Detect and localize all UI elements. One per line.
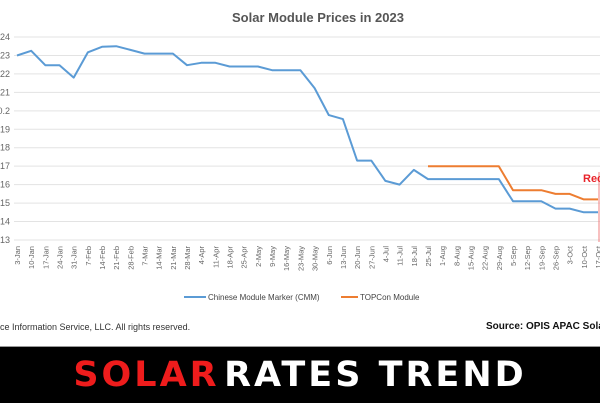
x-tick-label: 25-Jul: [424, 246, 433, 267]
x-tick-label: 8-Aug: [452, 246, 461, 266]
y-tick-label: 0.2: [0, 106, 10, 116]
x-tick-label: 3-Oct: [566, 245, 575, 264]
x-tick-label: 18-Apr: [226, 246, 235, 269]
x-tick-label: 14-Feb: [98, 246, 107, 270]
divider: [0, 346, 600, 347]
x-tick-label: 13-Jun: [339, 246, 348, 269]
y-tick-label: 0.17: [0, 161, 10, 171]
x-tick-label: 19-Sep: [537, 246, 546, 270]
x-tick-label: 23-May: [296, 246, 305, 271]
y-tick-label: 0.21: [0, 87, 10, 97]
banner-word-solar: SOLAR: [73, 355, 220, 395]
y-tick-label: 0.14: [0, 217, 10, 227]
banner-words-rates-trend: RATES TREND: [224, 355, 527, 395]
copyright-text: ce Information Service, LLC. All rights …: [0, 322, 191, 332]
x-tick-label: 24-Jan: [56, 246, 65, 269]
y-tick-label: 0.22: [0, 69, 10, 79]
series-line-cmm: [16, 45, 598, 214]
line-chart: Solar Module Prices in 2023 0.240.230.22…: [0, 10, 600, 302]
legend-label-topcon: TOPCon Module: [360, 293, 420, 302]
chart-title: Solar Module Prices in 2023: [232, 10, 404, 25]
legend: Chinese Module Marker (CMM) TOPCon Modul…: [184, 293, 420, 302]
x-tick-label: 5-Sep: [509, 246, 518, 266]
x-tick-label: 10-Jan: [27, 246, 36, 269]
y-tick-label: 0.13: [0, 235, 10, 245]
x-tick-label: 2-May: [254, 246, 263, 267]
x-tick-label: 25-Apr: [240, 246, 249, 269]
source-text: Source: OPIS APAC Solar W: [486, 321, 600, 332]
annotation-label: Rec: [583, 173, 600, 185]
y-tick-label: 0.18: [0, 143, 10, 153]
x-tick-label: 7-Mar: [141, 246, 150, 266]
x-tick-label: 15-Aug: [466, 246, 475, 270]
x-tick-label: 17-Jan: [41, 246, 50, 269]
y-tick-label: 0.24: [0, 32, 10, 42]
x-tick-label: 1-Aug: [438, 246, 447, 266]
x-tick-label: 18-Jul: [410, 246, 419, 267]
x-tick-label: 12-Sep: [523, 246, 532, 270]
x-tick-label: 28-Feb: [126, 246, 135, 270]
x-tick-label: 27-Jun: [367, 246, 376, 269]
x-tick-label: 9-May: [268, 246, 277, 267]
x-tick-label: 30-May: [311, 246, 320, 271]
x-tick-label: 16-May: [282, 246, 291, 271]
x-tick-label: 26-Sep: [551, 246, 560, 270]
x-tick-label: 20-Jun: [353, 246, 362, 269]
x-tick-label: 14-Mar: [155, 246, 164, 270]
x-tick-label: 17-Oct: [594, 245, 600, 268]
x-tick-label: 4-Jul: [381, 246, 390, 263]
y-tick-label: 0.16: [0, 180, 10, 190]
y-tick-label: 0.15: [0, 198, 10, 208]
x-tick-label: 21-Feb: [112, 246, 121, 270]
x-tick-label: 10-Oct: [580, 245, 589, 268]
x-tick-label: 3-Jan: [13, 246, 22, 265]
x-tick-label: 11-Apr: [211, 246, 220, 268]
title-banner: SOLAR RATES TREND: [0, 347, 600, 403]
x-tick-label: 21-Mar: [169, 246, 178, 270]
x-tick-label: 7-Feb: [84, 246, 93, 266]
legend-label-cmm: Chinese Module Marker (CMM): [208, 293, 320, 302]
x-tick-label: 6-Jun: [325, 246, 334, 265]
x-tick-label: 4-Apr: [197, 246, 206, 265]
x-tick-label: 28-Mar: [183, 246, 192, 270]
series-line-topcon: [428, 165, 598, 201]
y-tick-label: 0.19: [0, 124, 10, 134]
x-tick-label: 31-Jan: [70, 246, 79, 269]
x-tick-label: 29-Aug: [495, 246, 504, 270]
y-tick-label: 0.23: [0, 50, 10, 60]
x-tick-label: 22-Aug: [481, 246, 490, 270]
x-tick-label: 11-Jul: [396, 246, 405, 266]
